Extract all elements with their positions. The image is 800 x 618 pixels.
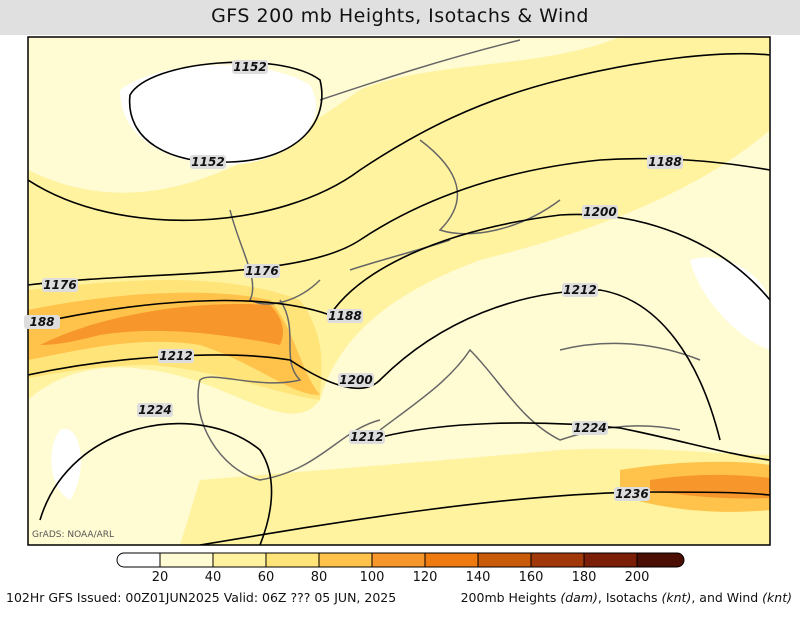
contour-label-bg [572, 421, 608, 435]
contour-label: 1236 [615, 487, 648, 501]
colorbar-tick-label: 80 [311, 570, 328, 585]
contour-label: 1152 [191, 155, 224, 169]
contour-label-bg [327, 309, 363, 323]
map-frame [27, 36, 771, 546]
colorbar-cell [424, 552, 479, 568]
footer-part: , Isotachs [597, 590, 662, 605]
colorbar-tick-label: 180 [572, 570, 597, 585]
contour-label: 1176 [43, 278, 76, 292]
colorbar-cell [159, 552, 214, 568]
contour-label: 1200 [583, 205, 616, 219]
colorbar: 20 40 60 80 100 120 140 160 180 200 [116, 552, 685, 585]
contour-label: 188 [29, 315, 54, 329]
contour-label-bg [190, 155, 226, 169]
contour-label-bg [158, 349, 194, 363]
contour-labels: 1152 1152 1188 1200 1176 1176 188 1188 1212 1212 1… [24, 60, 683, 501]
contour-label-bg [42, 278, 78, 292]
contour-label-bg [647, 155, 683, 169]
contour-label-bg [137, 403, 173, 417]
footer-left: 102Hr GFS Issued: 00Z01JUN2025 Valid: 06… [6, 590, 397, 605]
contour-label: 1212 [563, 283, 596, 297]
footer-part: (knt) [762, 590, 792, 605]
contour-label-bg [338, 373, 374, 387]
colorbar-tick-label: 100 [360, 570, 385, 585]
coastline [197, 39, 701, 481]
colorbar-cell [116, 552, 161, 568]
contour-label: 1200 [339, 373, 372, 387]
credit: GrADS: NOAA/ARL [32, 530, 114, 540]
contour-label: 1212 [159, 349, 192, 363]
colorbar-tick-label: 20 [152, 570, 169, 585]
contour-label: 1152 [233, 60, 266, 74]
contour-label: 1224 [573, 421, 606, 435]
colorbar-cell [530, 552, 585, 568]
colorbar-tick-label: 140 [466, 570, 491, 585]
contour-label-bg [614, 487, 650, 501]
contour-label: 1212 [350, 430, 383, 444]
contour-label-bg [244, 264, 280, 278]
colorbar-cell [212, 552, 267, 568]
footer-part: (knt) [661, 590, 692, 605]
contour-label-bg [24, 315, 60, 329]
isotach-100 [40, 304, 283, 345]
contour-label-bg [582, 205, 618, 219]
contour-label: 1224 [138, 403, 171, 417]
title: GFS 200 mb Heights, Isotachs & Wind [0, 0, 800, 35]
colorbar-cell [371, 552, 426, 568]
contour-label: 1188 [648, 155, 681, 169]
colorbar-cell [636, 552, 685, 568]
contour-label-bg [349, 430, 385, 444]
footer-part: 200mb Heights [460, 590, 561, 605]
colorbar-tick-label: 40 [205, 570, 222, 585]
calm-area [690, 257, 770, 350]
footer-part: (dam) [560, 590, 598, 605]
colorbar-tick-label: 200 [625, 570, 650, 585]
colorbar-cell [318, 552, 373, 568]
colorbar-tick-label: 60 [258, 570, 275, 585]
contour-label: 1176 [245, 264, 278, 278]
footer-right: 200mb Heights (dam), Isotachs (knt), and… [461, 590, 792, 605]
contour-label: 1188 [328, 309, 361, 323]
footer-part: , and Wind [691, 590, 763, 605]
colorbar-tick-label: 120 [413, 570, 438, 585]
map-field [28, 37, 770, 545]
colorbar-cell [583, 552, 638, 568]
colorbar-tick-label: 160 [519, 570, 544, 585]
contour-label-bg [562, 283, 598, 297]
colorbar-cell [477, 552, 532, 568]
calm-area [120, 64, 317, 165]
contour-label-bg [232, 60, 268, 74]
contour [28, 52, 770, 545]
map: GrADS: NOAA/ARL 1152 1152 1188 1200 1176 1176… [24, 36, 771, 585]
colorbar-cell [265, 552, 320, 568]
